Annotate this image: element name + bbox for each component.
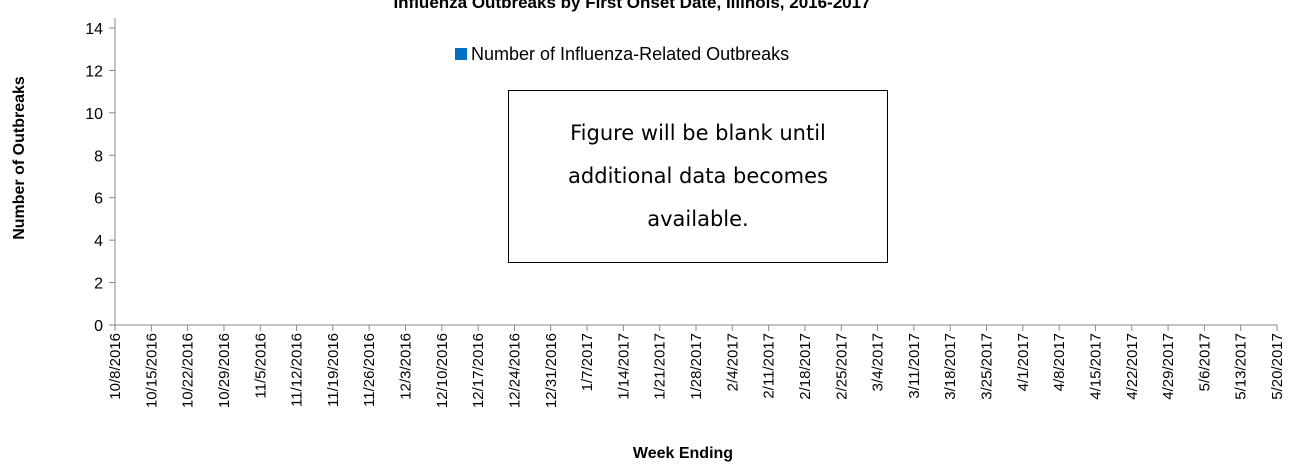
x-tick-label: 10/22/2016	[180, 333, 197, 408]
x-tick-label: 10/29/2016	[216, 333, 233, 408]
y-tick-label: 0	[94, 318, 103, 335]
y-tick-label: 2	[94, 276, 103, 293]
annotation-box: Figure will be blank until additional da…	[508, 90, 888, 263]
x-tick-label: 5/6/2017	[1196, 333, 1213, 391]
x-tick-label: 10/8/2016	[107, 333, 124, 400]
x-tick-label: 12/17/2016	[470, 333, 487, 408]
x-tick-label: 1/28/2017	[688, 333, 705, 400]
x-tick-label: 2/18/2017	[797, 333, 814, 400]
legend-label: Number of Influenza-Related Outbreaks	[471, 44, 789, 64]
x-tick-label: 2/25/2017	[833, 333, 850, 400]
annotation: Figure will be blank until additional da…	[568, 121, 828, 231]
y-tick-label: 12	[85, 63, 103, 80]
y-axis-title: Number of Outbreaks	[11, 76, 28, 240]
x-tick-label: 10/15/2016	[143, 333, 160, 408]
x-tick-label: 4/29/2017	[1160, 333, 1177, 400]
x-tick-label: 11/19/2016	[325, 333, 342, 407]
x-tick-label: 12/3/2016	[398, 333, 415, 400]
y-tick-label: 6	[94, 191, 103, 208]
chart-title: Influenza Outbreaks by First Onset Date,…	[393, 0, 870, 12]
x-tick-label: 1/21/2017	[652, 333, 669, 400]
x-tick-label: 3/11/2017	[906, 333, 923, 399]
x-tick-label: 4/1/2017	[1015, 333, 1032, 391]
x-axis-title: Week Ending	[633, 445, 733, 462]
y-tick-label: 10	[85, 106, 103, 123]
x-tick-label: 11/26/2016	[361, 333, 378, 407]
x-tick-label: 3/4/2017	[870, 333, 887, 391]
x-tick-label: 5/20/2017	[1269, 333, 1286, 400]
x-tick-label: 1/7/2017	[579, 333, 596, 391]
x-tick-label: 4/15/2017	[1087, 333, 1104, 400]
x-tick-label: 2/11/2017	[761, 333, 778, 399]
x-tick-label: 5/13/2017	[1233, 333, 1250, 400]
x-tick-label: 2/4/2017	[724, 333, 741, 391]
x-tick-label: 12/10/2016	[434, 333, 451, 408]
y-tick-label: 4	[94, 233, 103, 250]
x-tick-label: 3/18/2017	[942, 333, 959, 400]
x-tick-label: 3/25/2017	[979, 333, 996, 400]
x-tick-label: 12/24/2016	[506, 333, 523, 408]
x-tick-label: 1/14/2017	[615, 333, 632, 400]
x-tick-label: 11/5/2016	[252, 333, 269, 399]
y-tick-label: 14	[85, 21, 103, 38]
x-tick-label: 12/31/2016	[543, 333, 560, 408]
x-tick-label: 4/22/2017	[1124, 333, 1141, 400]
x-tick-label: 11/12/2016	[289, 333, 306, 407]
x-tick-label: 4/8/2017	[1051, 333, 1068, 391]
legend-swatch	[455, 48, 467, 60]
y-tick-label: 8	[94, 148, 103, 165]
